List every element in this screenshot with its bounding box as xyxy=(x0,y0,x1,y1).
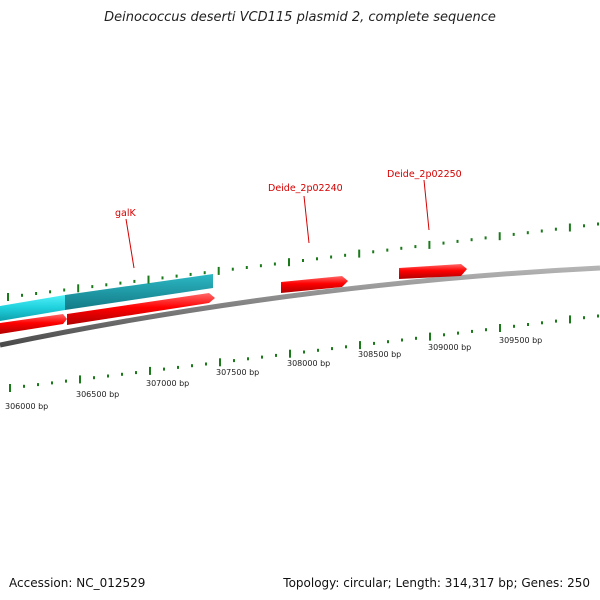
gene-arrow-galk[interactable] xyxy=(67,293,215,325)
gene-label-galk: galK xyxy=(115,208,136,219)
gene-callouts: galK Deide_2p02240 Deide_2p02250 xyxy=(115,169,462,269)
gene-label-deide-2p02240: Deide_2p02240 xyxy=(268,183,343,194)
scale-label: 308500 bp xyxy=(358,350,401,359)
accession-text: Accession: NC_012529 xyxy=(9,576,146,590)
outer-tick-row xyxy=(7,222,599,301)
genome-stats-text: Topology: circular; Length: 314,317 bp; … xyxy=(283,576,590,590)
scale-label: 306500 bp xyxy=(76,390,119,399)
gene-arrow-deide-2p02240[interactable] xyxy=(281,276,348,293)
gene-arrow-deide-2p02250[interactable] xyxy=(399,264,467,279)
scale-labels: 306000 bp 306500 bp 307000 bp 307500 bp … xyxy=(5,336,542,411)
scale-label: 306000 bp xyxy=(5,402,48,411)
gene-arrow[interactable] xyxy=(0,314,67,334)
sequence-backbone xyxy=(0,265,600,348)
gene-arrows xyxy=(0,264,467,334)
gene-label-deide-2p02250: Deide_2p02250 xyxy=(387,169,462,180)
scale-label: 309000 bp xyxy=(428,343,471,352)
gene-leader-line xyxy=(125,218,135,269)
feature-band xyxy=(0,274,213,321)
scale-label: 309500 bp xyxy=(499,336,542,345)
gene-leader-line xyxy=(303,195,310,244)
scale-label: 307000 bp xyxy=(146,379,189,388)
scale-label: 307500 bp xyxy=(216,368,259,377)
scale-label: 308000 bp xyxy=(287,359,330,368)
gene-leader-line xyxy=(423,179,430,231)
inner-tick-row xyxy=(9,314,599,392)
map-title: Deinococcus deserti VCD115 plasmid 2, co… xyxy=(104,10,496,25)
